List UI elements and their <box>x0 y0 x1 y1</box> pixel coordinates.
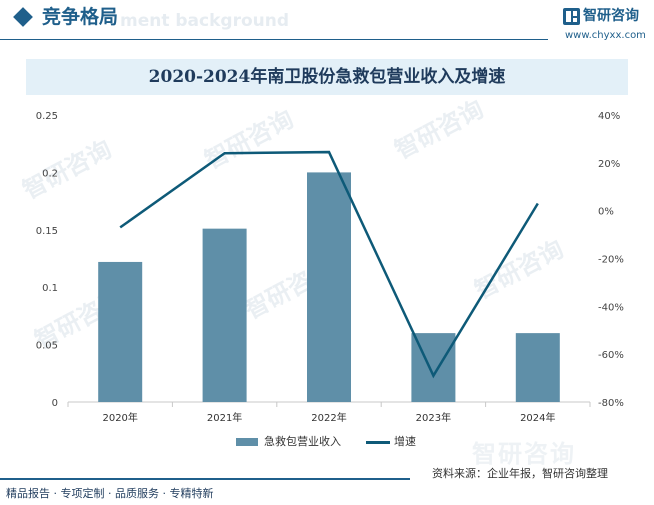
y-left-tick-label: 0.1 <box>42 283 58 294</box>
header: 竞争格局 ment background 智研咨询 www.chyxx.com <box>0 0 654 44</box>
footer-divider <box>0 478 410 480</box>
y-right-tick-label: 0% <box>598 207 614 218</box>
y-right-tick-label: -80% <box>598 398 624 409</box>
legend-swatch-bar <box>236 438 258 446</box>
brand-logo-icon <box>563 8 580 25</box>
legend: 急救包营业收入 增速 <box>0 434 654 450</box>
bar <box>515 333 560 402</box>
y-left-tick-label: 0.15 <box>36 226 58 237</box>
brand-name: 智研咨询 <box>583 8 639 24</box>
legend-label-growth: 增速 <box>394 435 416 448</box>
y-right-tick-label: 40% <box>598 111 620 122</box>
y-right-tick-label: -40% <box>598 302 624 313</box>
bar <box>202 228 247 402</box>
footer-watermark: 智研咨询 <box>472 440 576 468</box>
y-left-tick-label: 0.25 <box>36 111 58 122</box>
section-title: 竞争格局 <box>42 6 119 28</box>
y-right-tick-label: -20% <box>598 255 624 266</box>
legend-swatch-line <box>366 441 390 444</box>
chart-title-bar: 2020-2024年南卫股份急救包营业收入及增速 <box>26 59 628 95</box>
brand-url: www.chyxx.com <box>565 30 646 41</box>
y-left-tick-label: 0.05 <box>36 341 58 352</box>
y-right-tick-label: 20% <box>598 159 620 170</box>
y-right-tick-label: -60% <box>598 350 624 361</box>
y-left-tick-label: 0.2 <box>42 168 58 179</box>
bar <box>307 172 351 402</box>
x-tick-label: 2021年 <box>207 411 242 424</box>
x-tick-label: 2020年 <box>102 411 137 424</box>
header-divider <box>0 39 548 40</box>
header-ghost-text: ment background <box>120 11 290 31</box>
legend-label-revenue: 急救包营业收入 <box>264 435 341 448</box>
y-left-tick-label: 0 <box>52 398 58 409</box>
bar <box>98 261 143 402</box>
x-tick-label: 2023年 <box>416 411 451 424</box>
source-note: 资料来源：企业年报，智研咨询整理 <box>432 467 608 480</box>
chart-title: 2020-2024年南卫股份急救包营业收入及增速 <box>148 67 506 87</box>
x-tick-label: 2024年 <box>520 411 555 424</box>
x-tick-label: 2022年 <box>311 411 346 424</box>
footer-tagline: 精品报告 · 专项定制 · 品质服务 · 专精特新 <box>6 487 214 500</box>
